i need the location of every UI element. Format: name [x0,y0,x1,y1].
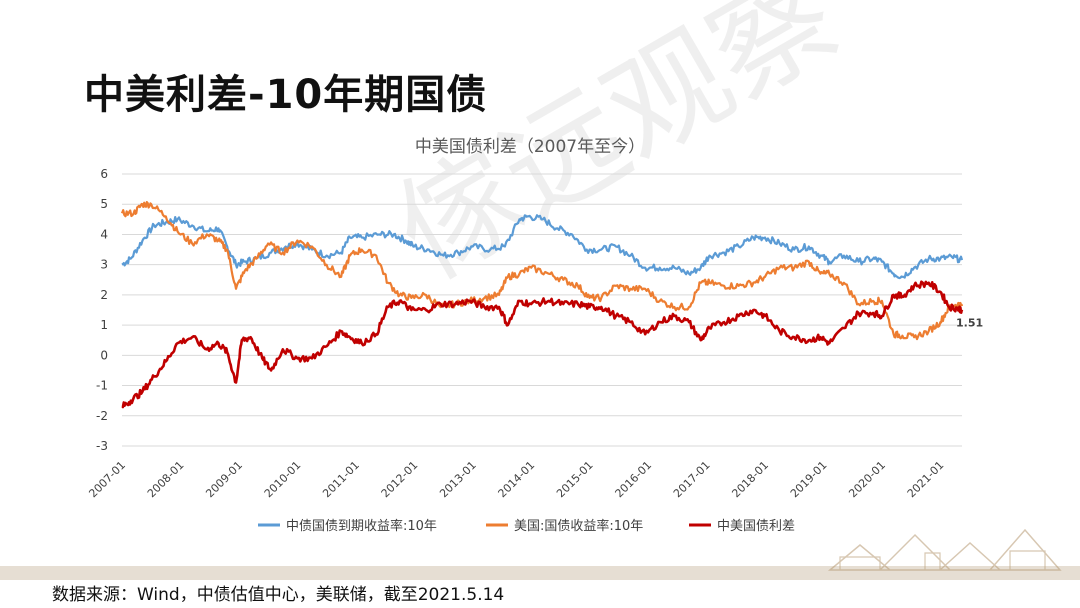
decorative-pavilion-illustration [827,528,1062,571]
footer-band [0,566,1080,580]
series-line-1 [120,201,964,341]
series-line-0 [121,214,964,280]
y-tick-label: 1 [100,318,108,332]
x-tick-label: 2016-01 [613,459,655,501]
y-tick-label: -2 [96,409,108,423]
x-tick-label: 2015-01 [554,459,596,501]
y-tick-label: 2 [100,288,108,302]
y-tick-label: 3 [100,258,108,272]
x-tick-label: 2007-01 [86,459,128,501]
x-tick-label: 2008-01 [145,459,187,501]
y-tick-label: 5 [100,197,108,211]
y-axis: 6 5 4 3 2 1 0 -1 -2 -3 [96,167,108,453]
series-line-2 [121,280,964,409]
x-tick-label: 2018-01 [729,459,771,501]
x-axis: 2007-01 2008-01 2009-01 2010-01 2011-01 2012-… [86,459,946,501]
x-tick-label: 2021-01 [905,459,947,501]
y-tick-label: -1 [96,379,108,393]
x-tick-label: 2017-01 [671,459,713,501]
x-tick-label: 2012-01 [379,459,421,501]
legend-label-0: 中债国债到期收益率:10年 [286,518,437,534]
chart-title: 中美国债利差（2007年至今） [415,137,645,157]
y-tick-label: -3 [96,439,108,453]
end-value-label: 1.51 [956,317,983,330]
x-tick-label: 2011-01 [320,459,362,501]
legend: 中债国债到期收益率:10年 美国:国债收益率:10年 中美国债利差 [258,518,795,534]
data-source-note: 数据来源：Wind，中债估值中心，美联储，截至2021.5.14 [52,585,505,605]
y-tick-label: 0 [100,348,108,362]
slide-title: 中美利差-10年期国债 [84,72,488,118]
x-tick-label: 2020-01 [846,459,888,501]
x-tick-label: 2019-01 [788,459,830,501]
x-tick-label: 2014-01 [496,459,538,501]
y-tick-label: 4 [100,227,108,241]
legend-label-2: 中美国债利差 [717,519,795,534]
plot-area [120,201,964,409]
x-tick-label: 2013-01 [437,459,479,501]
legend-label-1: 美国:国债收益率:10年 [514,518,643,534]
x-tick-label: 2009-01 [203,459,245,501]
x-tick-label: 2010-01 [262,459,304,501]
y-tick-label: 6 [100,167,108,181]
grid [122,173,962,447]
